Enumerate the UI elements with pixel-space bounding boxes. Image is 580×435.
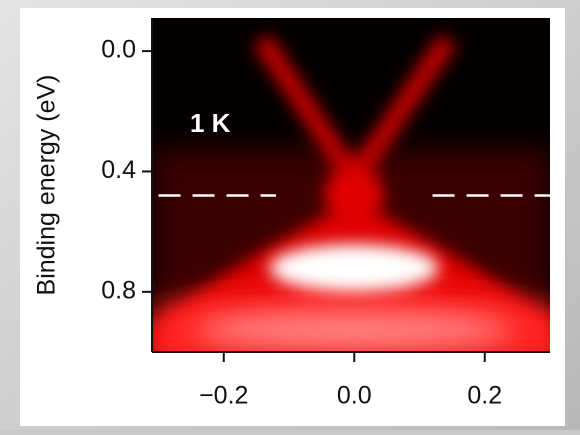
- y-axis-label: Binding energy (eV): [33, 75, 61, 296]
- y-tick-label: 0.4: [101, 156, 136, 184]
- annotation: 1 K: [190, 108, 231, 138]
- x-tick-label: 0.0: [337, 382, 372, 410]
- y-tick-label: 0.0: [101, 36, 136, 64]
- spectrum-image: [152, 18, 550, 352]
- y-tick-label: 0.8: [101, 276, 136, 304]
- x-tick-label: 0.2: [467, 382, 502, 410]
- x-tick-label: −0.2: [199, 382, 248, 410]
